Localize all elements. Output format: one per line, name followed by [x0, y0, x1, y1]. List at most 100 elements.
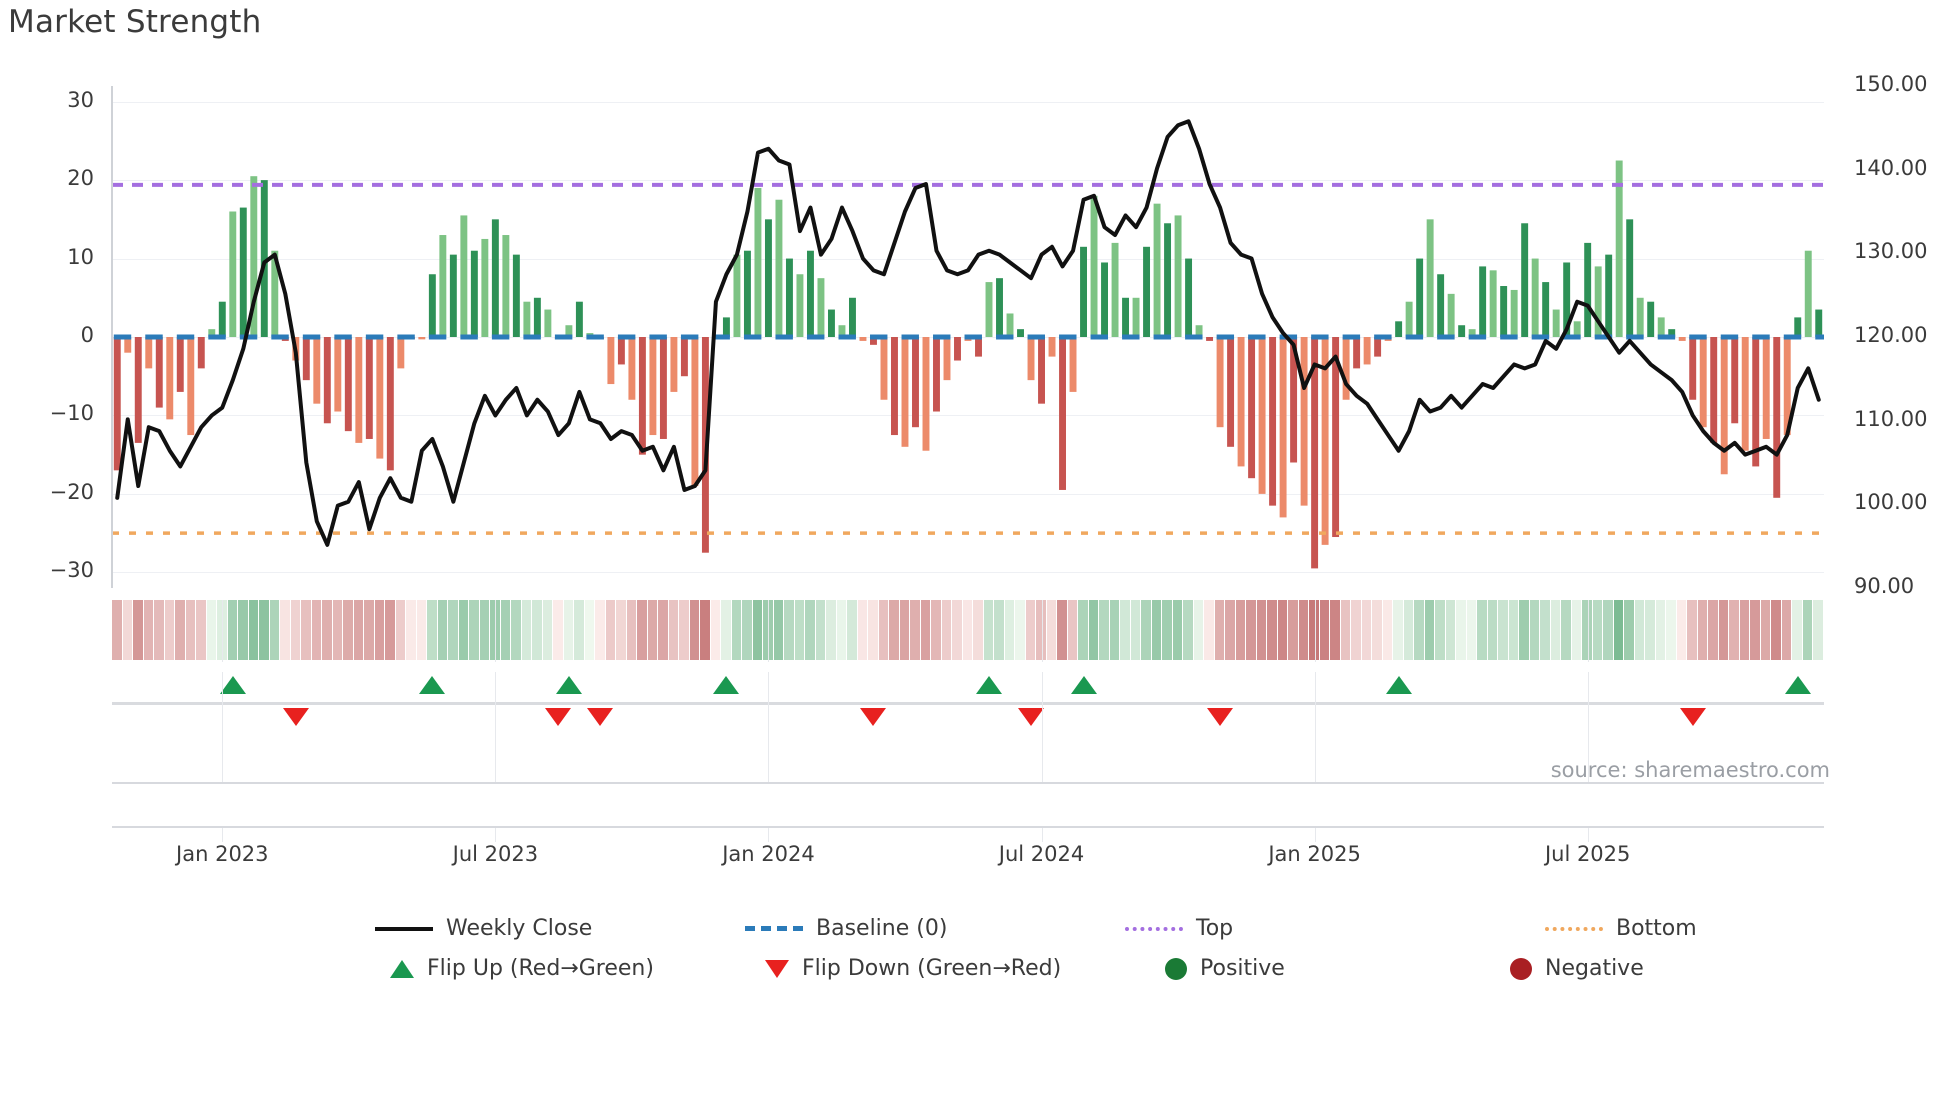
bar-positive [1636, 297, 1644, 337]
bar-positive [1804, 250, 1812, 337]
flip-up-marker [419, 676, 446, 694]
y-axis-left-tick: 0 [80, 323, 94, 347]
heatmap-cell [847, 600, 857, 660]
flip-down-marker [1207, 708, 1234, 726]
bar-positive [575, 301, 583, 337]
legend-item[interactable]: Bottom [1545, 916, 1697, 941]
y-axis-right-tick: 150.00 [1854, 72, 1928, 96]
bar-positive [1143, 246, 1151, 337]
heatmap-cell [1256, 600, 1266, 660]
bar-positive [1521, 223, 1529, 337]
bar-positive [460, 215, 468, 337]
bar-positive [1185, 258, 1193, 337]
flip-down-marker [860, 708, 887, 726]
heatmap-cell [490, 600, 500, 660]
legend-item[interactable]: Positive [1165, 956, 1285, 981]
heatmap-cell [1613, 600, 1623, 660]
heatmap-cell [763, 600, 773, 660]
bar-negative [1227, 337, 1235, 447]
heatmap-cell [826, 600, 836, 660]
heatmap-cell [983, 600, 993, 660]
heatmap-cell [1141, 600, 1151, 660]
heatmap-cell [1109, 600, 1119, 660]
heatmap-cell [133, 600, 143, 660]
y-axis-right-tick: 100.00 [1854, 490, 1928, 515]
legend-item[interactable]: Weekly Close [375, 916, 592, 941]
bar-positive [722, 317, 730, 337]
heatmap-cell [385, 600, 395, 660]
legend-label: Negative [1545, 956, 1644, 981]
x-axis-tick-label: Jan 2025 [1268, 842, 1361, 866]
strength-bars [113, 160, 1823, 569]
flip-up-marker [976, 676, 1002, 694]
heatmap-cell [595, 600, 605, 660]
flip-down-marker [282, 708, 309, 726]
heatmap-cell [658, 600, 668, 660]
heatmap-cell [1162, 600, 1172, 660]
flip-up-marker [1385, 676, 1412, 694]
gridline [112, 258, 1824, 260]
bar-negative [334, 337, 342, 412]
legend-item[interactable]: Flip Up (Red→Green) [390, 956, 654, 981]
bar-positive [838, 325, 846, 337]
heatmap-cell [1183, 600, 1193, 660]
heatmap-cell [931, 600, 941, 660]
y-axis-left-tick: −10 [49, 401, 94, 426]
legend-item[interactable]: Negative [1510, 956, 1644, 981]
heatmap-cell [1078, 600, 1088, 660]
heatmap-cell [1802, 600, 1812, 660]
gridline [112, 415, 1824, 417]
bar-negative [607, 337, 615, 385]
heatmap-cell [164, 600, 174, 660]
y-axis-left-tick: 30 [67, 87, 94, 112]
x-axis-tick-mark [1041, 672, 1043, 730]
bar-positive [1426, 219, 1434, 337]
heatmap-cell [532, 600, 542, 660]
heatmap-cell [1099, 600, 1109, 660]
bar-positive [439, 235, 447, 337]
heatmap-cell [1456, 600, 1466, 660]
heatmap-cell [721, 600, 731, 660]
heatmap-cell [269, 600, 279, 660]
bar-positive [785, 258, 793, 337]
bar-positive [817, 278, 825, 337]
x-axis-tick-label: Jul 2023 [452, 842, 539, 866]
legend-label: Positive [1200, 956, 1285, 981]
bar-positive [796, 274, 804, 337]
y-axis-left-tick: −20 [49, 479, 94, 504]
legend-item[interactable]: Baseline (0) [745, 916, 947, 941]
heatmap-cell [437, 600, 447, 660]
heatmap-cell [647, 600, 657, 660]
y-axis-right-tick: 120.00 [1854, 323, 1928, 347]
flip-down-marker [1018, 708, 1045, 726]
heatmap-cell [238, 600, 248, 660]
heatmap-cell [374, 600, 384, 660]
bar-positive [754, 187, 762, 337]
heatmap-cell [1330, 600, 1340, 660]
bar-negative [1689, 337, 1697, 400]
bar-negative [1321, 337, 1329, 545]
heatmap-cell [406, 600, 416, 660]
bar-negative [1731, 337, 1739, 424]
bar-positive [565, 325, 573, 337]
bar-positive [1552, 309, 1560, 337]
heatmap-cell [280, 600, 290, 660]
legend-item[interactable]: Top [1125, 916, 1233, 941]
bar-negative [355, 337, 363, 443]
legend-label: Top [1196, 916, 1234, 941]
heatmap-cell [1151, 600, 1161, 660]
heatmap-cell [710, 600, 720, 660]
bar-negative [166, 337, 174, 420]
heatmap-cell [1466, 600, 1476, 660]
heatmap-cell [259, 600, 269, 660]
bar-negative [1710, 337, 1718, 443]
x-axis-tick-mark [1587, 828, 1589, 842]
heatmap-cell [1309, 600, 1319, 660]
heatmap-cell [1813, 600, 1823, 660]
legend-label: Flip Down (Green→Red) [802, 956, 1062, 981]
bar-positive [1447, 293, 1455, 337]
heatmap-cell [700, 600, 710, 660]
bar-positive [239, 207, 247, 337]
bar-negative [134, 337, 142, 443]
legend-item[interactable]: Flip Down (Green→Red) [765, 956, 1061, 981]
